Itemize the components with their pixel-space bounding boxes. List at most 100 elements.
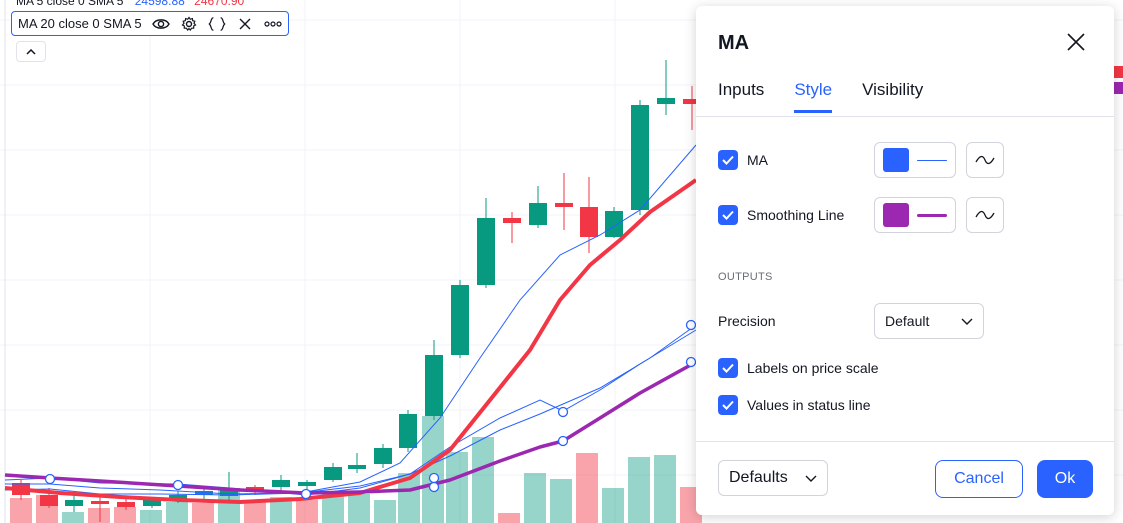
ma-plot-row: MA [718, 150, 768, 170]
volume-bar [218, 488, 240, 523]
collapse-legend-button[interactable] [16, 41, 46, 62]
precision-select[interactable]: Default [874, 303, 984, 339]
tab-inputs[interactable]: Inputs [718, 80, 765, 99]
candle-body [246, 487, 264, 490]
candle-body [477, 218, 495, 285]
price-scale-label [1114, 66, 1123, 78]
ma-line-preview [917, 159, 947, 161]
ok-button[interactable]: Ok [1037, 460, 1093, 498]
smoothing-checkbox[interactable] [718, 205, 738, 225]
candle-body [143, 500, 161, 506]
candle-body [374, 448, 392, 464]
checkmark-icon [722, 363, 734, 373]
candle-body [117, 502, 135, 507]
volume-bar [602, 488, 624, 523]
ma-plot-label: MA [747, 152, 768, 168]
ma5-legend: MA 5 close 0 SMA 5 24598.88 24670.90 [16, 0, 244, 8]
candle-body [580, 207, 598, 237]
cancel-button[interactable]: Cancel [935, 460, 1023, 498]
chevron-down-icon [961, 318, 973, 325]
defaults-label: Defaults [729, 469, 788, 486]
labels-on-price-scale-checkbox[interactable] [718, 358, 738, 378]
ma-line [4, 144, 697, 496]
ma-plot-type-button[interactable] [966, 142, 1004, 178]
volume-bar [192, 503, 214, 523]
labels-on-price-scale-label: Labels on price scale [747, 360, 879, 376]
volume-bar [140, 510, 162, 523]
values-in-status-line-label: Values in status line [747, 397, 871, 413]
volume-bar [244, 502, 266, 523]
tab-visibility[interactable]: Visibility [862, 80, 924, 99]
line-handle [172, 479, 184, 491]
precision-value: Default [885, 313, 930, 329]
candle-body [451, 285, 469, 355]
outputs-section-label: OUTPUTS [718, 271, 773, 283]
dialog-title: MA [718, 32, 750, 54]
line-handle [428, 481, 440, 493]
volume-bar [10, 498, 32, 523]
eye-icon[interactable] [151, 15, 170, 33]
tab-style[interactable]: Style [794, 80, 833, 113]
more-icon[interactable] [263, 15, 282, 33]
volume-bar [628, 457, 650, 523]
checkmark-icon [722, 400, 734, 410]
ma5-smoothing-value: 24670.90 [194, 0, 245, 8]
candle-body [631, 105, 649, 210]
ma5-value: 24598.88 [134, 0, 185, 8]
candle-body [65, 500, 83, 506]
volume-bar [472, 437, 494, 523]
volume-bar [422, 416, 444, 523]
volume-bar [498, 513, 520, 523]
footer-divider [696, 441, 1114, 442]
dialog-close-button[interactable] [1064, 30, 1088, 54]
line-style-icon [975, 155, 995, 165]
line-handle [685, 319, 697, 331]
line-handle [557, 435, 569, 447]
price-scale-label [1114, 82, 1123, 94]
chevron-down-icon [805, 475, 817, 482]
smoothing-plot-type-button[interactable] [966, 197, 1004, 233]
ma-color-picker[interactable] [874, 142, 956, 178]
ma-checkbox[interactable] [718, 150, 738, 170]
checkmark-icon [722, 210, 734, 220]
smoothing-color-picker[interactable] [874, 197, 956, 233]
defaults-dropdown-button[interactable]: Defaults [718, 460, 828, 496]
gear-icon[interactable] [180, 15, 198, 33]
close-icon [1067, 33, 1085, 51]
volume-bar [398, 473, 420, 523]
candle-body [657, 98, 675, 104]
indicator-settings-dialog: MA Inputs Style Visibility MA Smoothing … [696, 6, 1114, 515]
ma-color-swatch [883, 148, 910, 172]
smoothing-plot-label: Smoothing Line [747, 207, 845, 223]
candle-body [683, 99, 701, 104]
ma-line [5, 324, 697, 495]
values-in-status-line-checkbox[interactable] [718, 395, 738, 415]
candle-body [220, 488, 238, 496]
volume-bar [114, 507, 136, 523]
close-icon[interactable] [236, 15, 254, 33]
volume-bar [524, 473, 546, 523]
checkmark-icon [722, 155, 734, 165]
smoothing-line-preview [917, 213, 947, 217]
line-handle [300, 488, 312, 500]
candle-body [605, 211, 623, 237]
candle-body [425, 355, 443, 416]
precision-label: Precision [718, 313, 776, 329]
candle-body [529, 203, 547, 225]
line-style-icon [975, 210, 995, 220]
thick-ma-line [4, 178, 698, 504]
line-handle [428, 472, 440, 484]
ma20-legend-text: MA 20 close 0 SMA 5 [18, 16, 142, 31]
volume-bar [446, 452, 468, 523]
ma20-legend[interactable]: MA 20 close 0 SMA 5 [11, 11, 289, 36]
chevron-up-icon [26, 48, 36, 55]
source-code-icon[interactable] [207, 15, 226, 33]
candle-body [348, 465, 366, 469]
values-in-status-line-row: Values in status line [718, 395, 870, 415]
smoothing-line [4, 360, 697, 495]
candle-body [324, 467, 342, 480]
volume-bar [62, 512, 84, 523]
candle-body [298, 482, 316, 486]
